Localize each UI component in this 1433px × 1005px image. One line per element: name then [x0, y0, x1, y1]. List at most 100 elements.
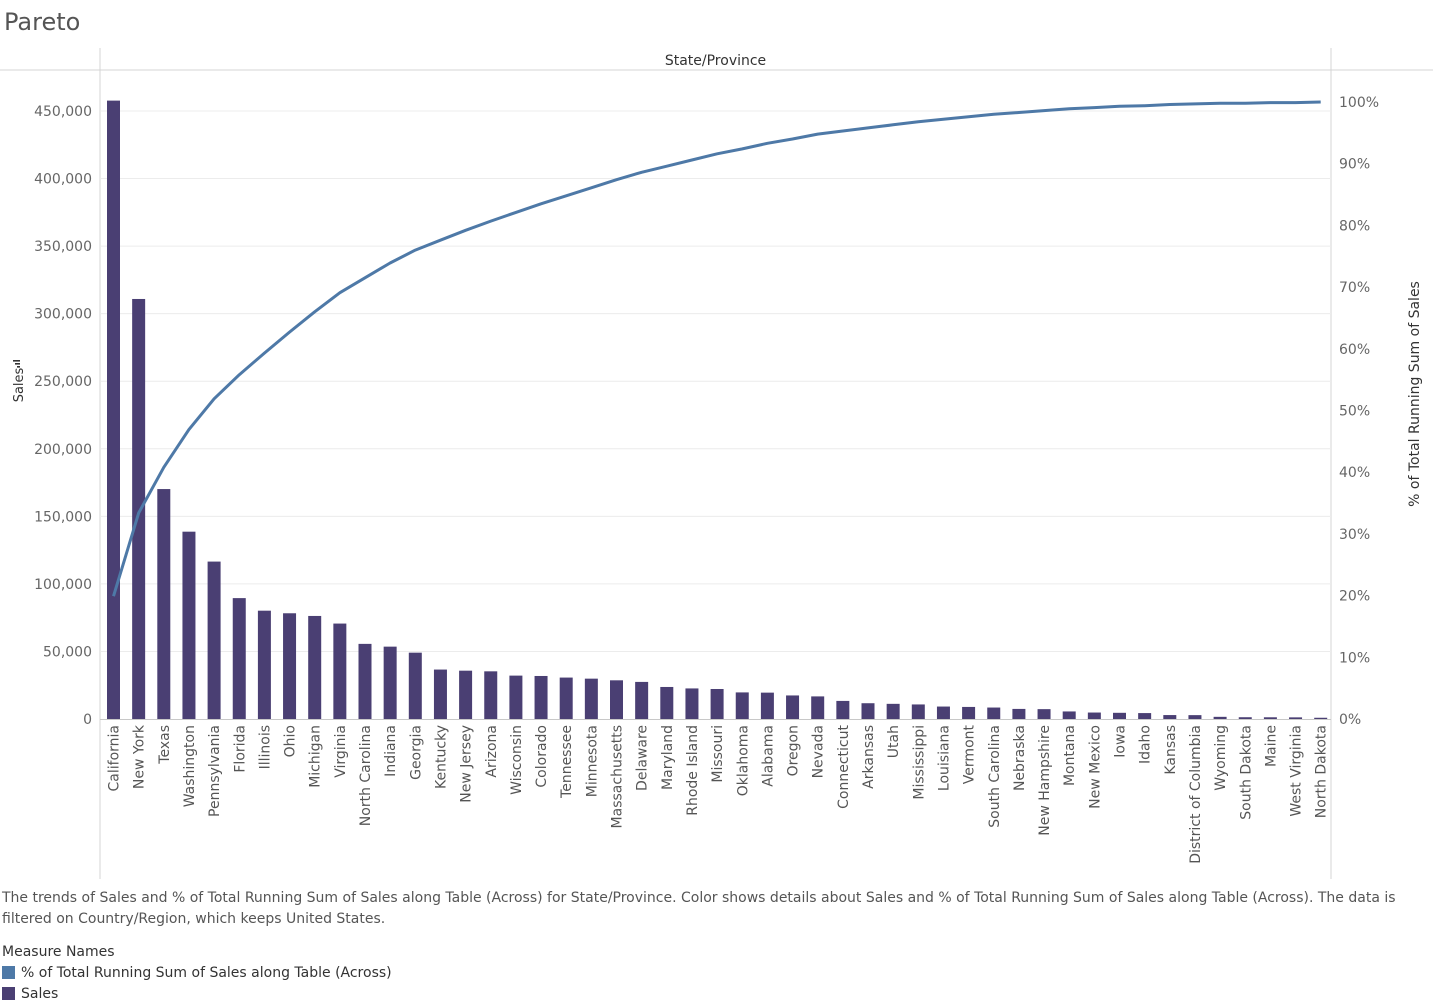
x-tick-label: Kansas [1163, 725, 1179, 775]
bar [408, 652, 422, 719]
x-tick-label: Washington [182, 725, 198, 807]
x-tick-label: New Mexico [1087, 725, 1103, 809]
bar [383, 646, 397, 719]
x-tick-label: New Hampshire [1037, 725, 1053, 836]
bar [1289, 717, 1303, 719]
bar [358, 643, 372, 719]
y-tick-label: 50,000 [43, 644, 92, 660]
y-tick-label: 200,000 [34, 442, 92, 458]
y2-tick-label: 10% [1339, 650, 1370, 666]
x-tick-label: Tennessee [559, 725, 575, 799]
y-axis-title: Sales [12, 367, 27, 402]
bar [836, 700, 850, 719]
legend-swatch-running-sum [2, 966, 15, 979]
bar [1138, 713, 1152, 719]
x-tick-label: Nebraska [1012, 725, 1028, 791]
x-tick-label: Maryland [660, 725, 676, 790]
x-tick-label: Oklahoma [735, 725, 751, 796]
bar [484, 671, 498, 719]
x-tick-label: Ohio [283, 725, 299, 757]
legend-item-running-sum[interactable]: % of Total Running Sum of Sales along Ta… [2, 962, 392, 983]
bar [1037, 709, 1051, 719]
bar [635, 681, 649, 719]
bar [534, 675, 548, 719]
x-tick-label: Oregon [786, 725, 802, 776]
bar [886, 703, 900, 719]
legend-item-sales[interactable]: Sales [2, 983, 392, 1004]
x-tick-label: Idaho [1138, 725, 1154, 764]
bar [1263, 717, 1277, 719]
y2-tick-label: 30% [1339, 527, 1370, 543]
x-tick-label: California [107, 725, 123, 791]
x-tick-label: Maine [1263, 725, 1279, 767]
bar [157, 489, 171, 719]
bar [509, 675, 523, 719]
x-tick-label: Virginia [333, 725, 349, 778]
bar [333, 623, 347, 719]
bar [1238, 717, 1252, 719]
pareto-chart: State/Province 0 50,000 100,000 150,000 200,0… [0, 48, 1433, 879]
x-tick-label: Louisiana [936, 725, 952, 791]
x-tick-label: Arkansas [861, 725, 877, 789]
y2-tick-label: 40% [1339, 465, 1370, 481]
bar [660, 686, 674, 719]
bar [232, 598, 246, 719]
x-tick-label: Pennsylvania [207, 725, 223, 817]
running-sum-line [112, 100, 1321, 597]
bar [459, 670, 473, 719]
bar [861, 703, 875, 719]
bar [283, 613, 297, 719]
bar [760, 692, 774, 719]
x-tick-label: Massachusetts [610, 725, 626, 828]
y-tick-label: 0 [83, 712, 92, 728]
y2-tick-label: 0% [1339, 712, 1361, 728]
x-tick-label: New Jersey [459, 725, 475, 803]
x-tick-label: Connecticut [836, 724, 852, 808]
bar [182, 531, 196, 719]
x-tick-label: Colorado [534, 725, 550, 788]
y2-tick-label: 50% [1339, 404, 1370, 420]
bar [132, 298, 146, 719]
x-tick-label: Kentucky [433, 725, 449, 789]
chart-caption: The trends of Sales and % of Total Runni… [2, 890, 1396, 927]
sort-icon [13, 360, 20, 362]
bar [962, 706, 976, 719]
legend: Measure Names % of Total Running Sum of … [2, 942, 392, 1004]
x-tick-label: Illinois [257, 725, 273, 769]
bar [207, 561, 221, 719]
x-tick-label: New York [132, 724, 148, 789]
bar [1163, 715, 1177, 719]
x-tick-label: West Virginia [1289, 725, 1305, 817]
x-tick-label: Montana [1062, 725, 1078, 786]
bar [987, 707, 1001, 719]
x-tick-label: Utah [886, 725, 902, 758]
x-tick-label: South Carolina [987, 725, 1003, 828]
x-tick-label: Delaware [635, 725, 651, 791]
y-tick-label: 250,000 [34, 374, 92, 390]
legend-title: Measure Names [2, 944, 115, 960]
legend-label-sales: Sales [21, 985, 59, 1002]
y2-tick-label: 80% [1339, 218, 1370, 234]
bar [308, 615, 322, 719]
sort-icon [15, 363, 20, 365]
x-tick-label: Indiana [383, 725, 399, 777]
x-tick-label: South Dakota [1238, 725, 1254, 820]
bar [710, 688, 724, 719]
legend-swatch-sales [2, 987, 15, 1000]
x-tick-label: Michigan [308, 725, 324, 788]
bar [1012, 708, 1026, 719]
x-tick-label: Mississippi [911, 725, 927, 800]
y2-tick-label: 60% [1339, 342, 1370, 358]
bar [257, 610, 271, 719]
column-header: State/Province [665, 53, 766, 69]
x-tick-label: Iowa [1113, 725, 1129, 758]
x-tick-label: Vermont [962, 724, 978, 784]
x-tick-label: Rhode Island [685, 725, 701, 816]
bar [433, 669, 447, 719]
y-tick-label: 400,000 [34, 172, 92, 188]
bar [1213, 716, 1227, 719]
bar [936, 706, 950, 719]
bar [1087, 712, 1101, 719]
y-tick-label: 100,000 [34, 577, 92, 593]
page-title: Pareto [4, 8, 81, 36]
